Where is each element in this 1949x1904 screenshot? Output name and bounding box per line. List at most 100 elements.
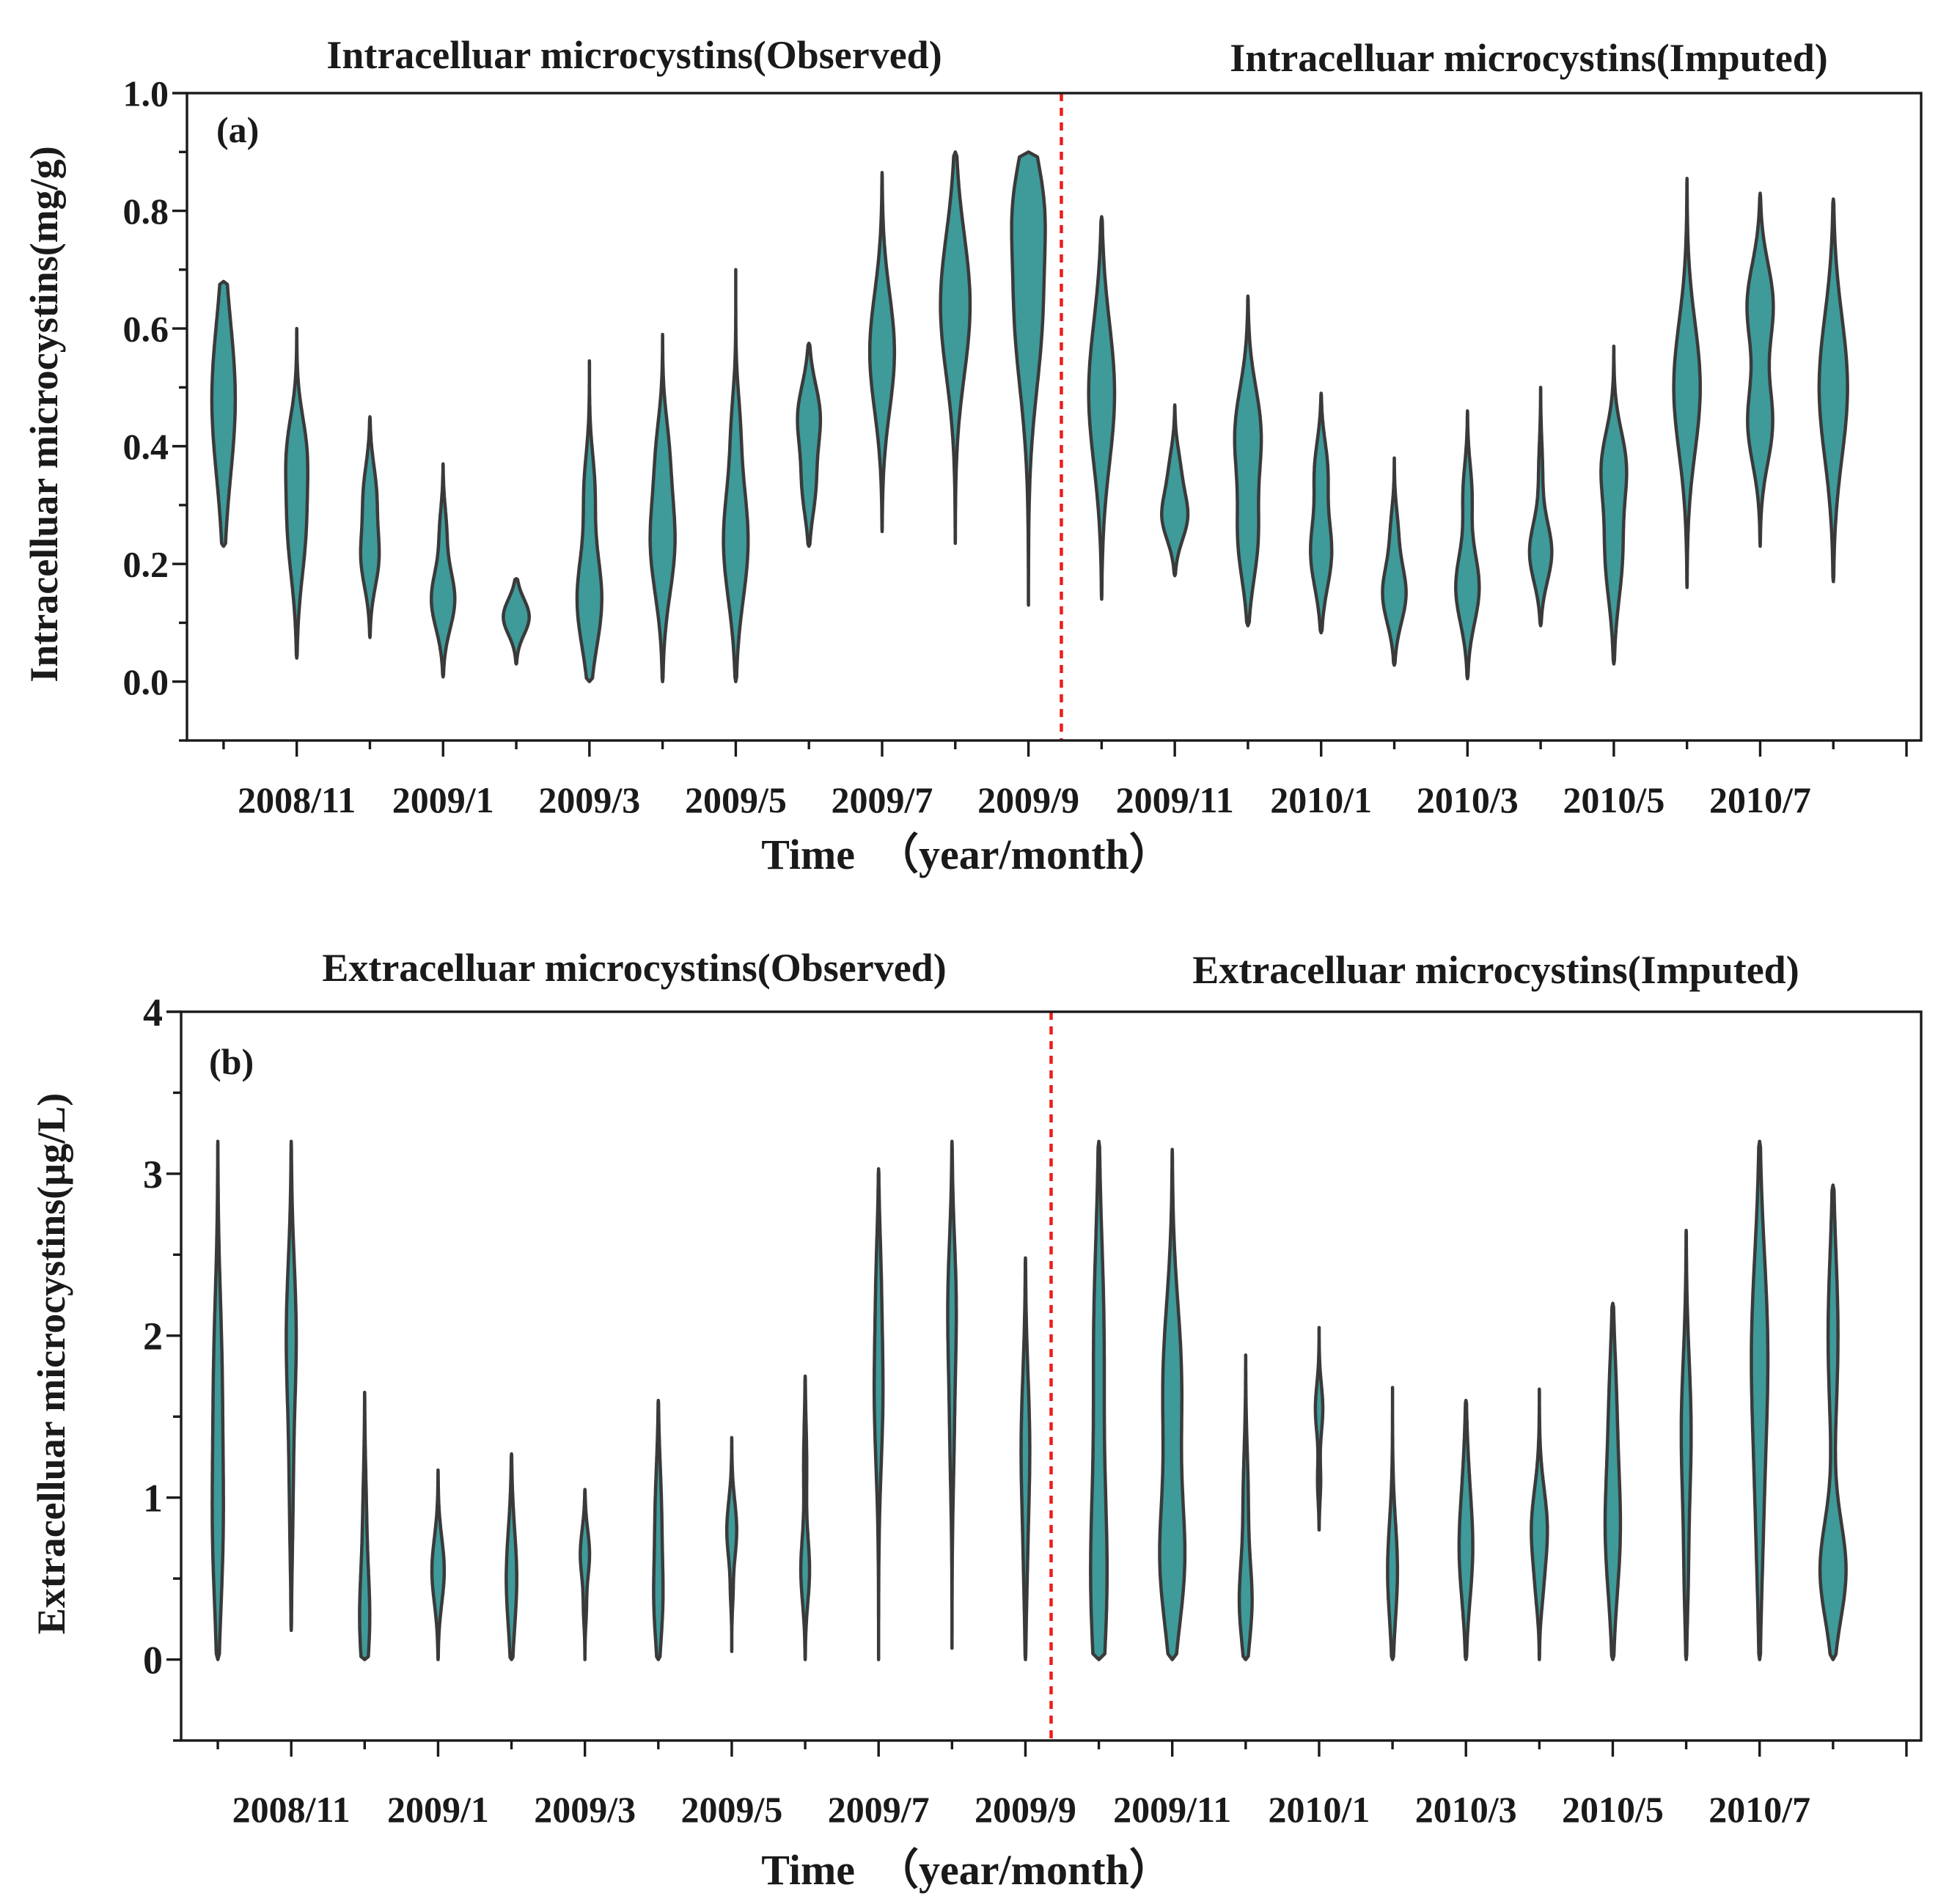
x-tick-label: 2010/1 <box>1269 1789 1370 1830</box>
violin-2009-3 <box>579 1488 592 1661</box>
panel-a: Intracelluar microcystins(Observed) Intr… <box>22 33 1923 878</box>
x-tick-label: 2009/9 <box>974 1789 1076 1830</box>
x-ticks-a: 2008/11 2009/1 2009/3 2009/5 2009/7 2009/9 200… <box>222 740 1908 820</box>
plot-frame-a <box>186 92 1923 742</box>
x-axis-label-a: Time （year/month） <box>761 831 1172 878</box>
violin-2010-8 <box>1818 1183 1848 1661</box>
x-tick-label: 2009/5 <box>685 779 787 820</box>
violin-2010-3 <box>1454 409 1481 680</box>
panel-label-a: (a) <box>216 109 259 150</box>
violin-2010-8 <box>1817 197 1849 584</box>
violin-2009-12 <box>1233 294 1263 628</box>
violin-2010-4 <box>1527 386 1554 628</box>
title-observed-a: Intracelluar microcystins(Observed) <box>326 33 942 77</box>
violin-2009-5 <box>722 268 750 683</box>
panel-b: Extracelluar microcystins(Observed) Extr… <box>29 946 1923 1894</box>
violin-2008-10 <box>210 279 238 548</box>
y-tick-label: 0.8 <box>123 191 169 232</box>
y-tick-label: 4 <box>143 990 163 1034</box>
y-tick-label: 1.0 <box>123 73 169 114</box>
violins-a <box>210 150 1849 683</box>
y-tick-label: 0.2 <box>123 544 169 585</box>
x-tick-label: 2009/9 <box>977 779 1079 820</box>
violin-2009-7 <box>867 171 897 534</box>
x-tick-label: 2010/3 <box>1415 1789 1517 1830</box>
violin-2009-10 <box>1089 1139 1109 1661</box>
violin-2009-2 <box>502 577 531 666</box>
violin-2010-3 <box>1457 1398 1475 1661</box>
y-ticks-a: 0.0 0.2 0.4 0.6 0.8 1.0 <box>123 73 187 742</box>
x-tick-label: 2009/1 <box>387 1789 489 1830</box>
violin-2010-4 <box>1530 1387 1549 1661</box>
violin-2010-2 <box>1386 1386 1400 1661</box>
violin-2009-8 <box>939 150 972 545</box>
violin-2008-11 <box>284 326 309 660</box>
violin-2009-9 <box>1010 150 1047 607</box>
y-axis-label-a: Intracelluar microcystins(mg/g) <box>22 146 66 682</box>
x-tick-label: 2009/11 <box>1113 1789 1231 1830</box>
violin-2010-1 <box>1309 392 1334 635</box>
violin-2010-2 <box>1381 456 1408 667</box>
y-tick-label: 2 <box>143 1315 163 1359</box>
y-tick-label: 3 <box>143 1153 163 1197</box>
violin-2010-5 <box>1603 1301 1623 1661</box>
x-axis-label-b: Time （year/month） <box>761 1846 1172 1894</box>
violin-2010-6 <box>1672 177 1702 589</box>
x-tick-label: 2010/7 <box>1709 779 1811 820</box>
violin-2008-11 <box>285 1139 298 1633</box>
x-tick-label: 2010/7 <box>1708 1789 1810 1830</box>
x-tick-label: 2009/1 <box>392 779 494 820</box>
x-tick-label: 2009/3 <box>534 1789 636 1830</box>
title-imputed-b: Extracelluar microcystins(Imputed) <box>1192 948 1799 992</box>
violin-2008-12 <box>358 1390 372 1661</box>
x-tick-label: 2008/11 <box>238 779 356 820</box>
y-ticks-b: 0 1 2 3 4 <box>143 990 181 1742</box>
violin-2009-11 <box>1158 1147 1187 1661</box>
violin-2009-4 <box>652 1398 665 1661</box>
x-tick-label: 2008/11 <box>232 1789 350 1830</box>
violin-2009-9 <box>1019 1256 1032 1661</box>
y-tick-label: 0 <box>143 1638 163 1682</box>
x-tick-label: 2009/5 <box>680 1789 782 1830</box>
violin-2010-1 <box>1313 1326 1325 1532</box>
x-tick-label: 2009/7 <box>832 779 933 820</box>
violin-2009-4 <box>648 332 677 683</box>
violin-2009-2 <box>504 1452 518 1661</box>
x-tick-label: 2010/1 <box>1270 779 1372 820</box>
x-tick-label: 2010/3 <box>1417 779 1519 820</box>
x-tick-label: 2009/7 <box>828 1789 930 1830</box>
violin-2009-6 <box>799 1374 812 1661</box>
violin-2010-5 <box>1599 344 1629 666</box>
title-observed-b: Extracelluar microcystins(Observed) <box>322 946 946 990</box>
y-tick-label: 0.4 <box>123 426 169 467</box>
violin-2009-7 <box>872 1167 885 1661</box>
x-tick-label: 2010/5 <box>1562 1789 1664 1830</box>
title-imputed-a: Intracelluar microcystins(Imputed) <box>1230 36 1827 80</box>
x-tick-label: 2010/5 <box>1563 779 1664 820</box>
violin-2009-12 <box>1237 1353 1254 1661</box>
panel-label-b: (b) <box>209 1041 254 1082</box>
violins-b <box>210 1139 1848 1661</box>
violin-2009-1 <box>430 1468 447 1661</box>
violin-2010-7 <box>1745 191 1775 548</box>
y-tick-label: 0.0 <box>123 661 169 702</box>
y-tick-label: 1 <box>143 1477 163 1521</box>
violin-2010-6 <box>1679 1228 1693 1661</box>
violin-2010-7 <box>1750 1139 1770 1661</box>
violin-2009-3 <box>575 359 603 683</box>
violin-2008-10 <box>210 1139 225 1661</box>
violin-2009-5 <box>724 1436 738 1653</box>
violin-2009-6 <box>796 341 823 548</box>
violin-2009-1 <box>430 462 457 679</box>
plot-frame-b <box>180 1010 1923 1742</box>
y-axis-label-b: Extracelluar microcystins(µg/L) <box>29 1093 73 1635</box>
violin-2009-8 <box>946 1139 958 1650</box>
violin-2009-11 <box>1160 403 1190 578</box>
violin-2008-12 <box>359 415 381 639</box>
y-tick-label: 0.6 <box>123 309 169 350</box>
x-tick-label: 2009/11 <box>1116 779 1234 820</box>
x-ticks-b: 2008/11 2009/1 2009/3 2009/5 2009/7 2009/9 200… <box>216 1741 1908 1830</box>
violin-2009-10 <box>1087 215 1117 601</box>
x-tick-label: 2009/3 <box>538 779 640 820</box>
